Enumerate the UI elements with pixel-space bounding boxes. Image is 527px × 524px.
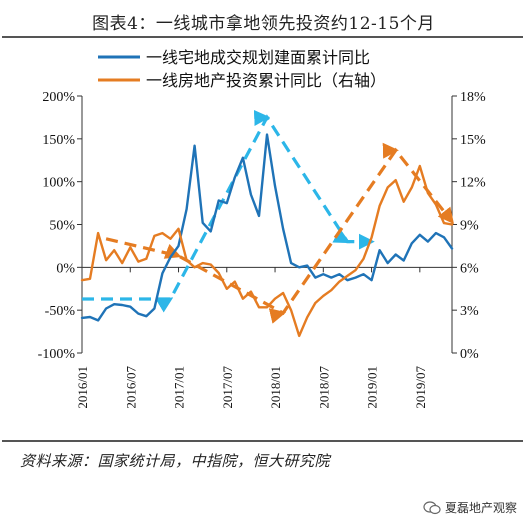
chart-title: 图表4：一线城市拿地领先投资约12-15个月 (92, 14, 435, 34)
x-tick-label: 2016/07 (123, 366, 138, 409)
x-tick-label: 2017/07 (220, 366, 235, 409)
left-tick-label: 0% (56, 261, 75, 276)
left-tick-label: -50% (45, 304, 76, 319)
right-tick-label: 18% (460, 90, 486, 105)
watermark: 夏磊地产观察 (423, 499, 517, 516)
x-tick-label: 2018/07 (316, 366, 331, 409)
x-tick-label: 2017/01 (172, 366, 187, 409)
legend-label-series-1: 一线宅地成交规划建面累计同比 (146, 49, 370, 67)
right-tick-label: 12% (460, 176, 486, 191)
chart: 一线宅地成交规划建面累计同比 一线房地产投资累计同比（右轴） 200% 150% 1… (38, 49, 486, 409)
top-rule (2, 36, 523, 38)
trend-arrow-1 (82, 109, 375, 313)
bottom-rule (2, 440, 523, 442)
axes: 200% 150% 100% 50% 0% -50% -100% 18% 15% 12% 9% 6% 3… (38, 90, 486, 409)
right-tick-label: 3% (460, 304, 479, 319)
legend-label-series-2: 一线房地产投资累计同比（右轴） (146, 72, 386, 90)
watermark-text: 夏磊地产观察 (444, 501, 517, 515)
right-tick-label: 6% (460, 261, 479, 276)
right-tick-label: 0% (460, 347, 479, 362)
series-lines (80, 133, 454, 338)
trend-arrow-2 (105, 142, 454, 324)
x-tick-label: 2019/07 (413, 366, 428, 409)
series-line-2 (80, 164, 454, 338)
trend-arrows (82, 109, 454, 324)
wechat-icon (423, 500, 441, 514)
series-line-1 (80, 133, 454, 322)
x-tick-label: 2019/01 (365, 366, 380, 409)
left-tick-label: 200% (42, 90, 75, 105)
right-tick-label: 15% (460, 133, 486, 148)
source-note: 资料来源：国家统计局，中指院，恒大研究院 (20, 452, 331, 470)
left-tick-label: 100% (42, 176, 75, 191)
x-tick-label: 2016/01 (75, 366, 90, 409)
left-tick-label: -100% (38, 347, 76, 362)
left-tick-label: 150% (42, 133, 75, 148)
x-tick-label: 2018/01 (268, 366, 283, 409)
left-tick-label: 50% (49, 219, 75, 234)
legend: 一线宅地成交规划建面累计同比 一线房地产投资累计同比（右轴） (98, 49, 386, 90)
right-tick-label: 9% (460, 219, 479, 234)
